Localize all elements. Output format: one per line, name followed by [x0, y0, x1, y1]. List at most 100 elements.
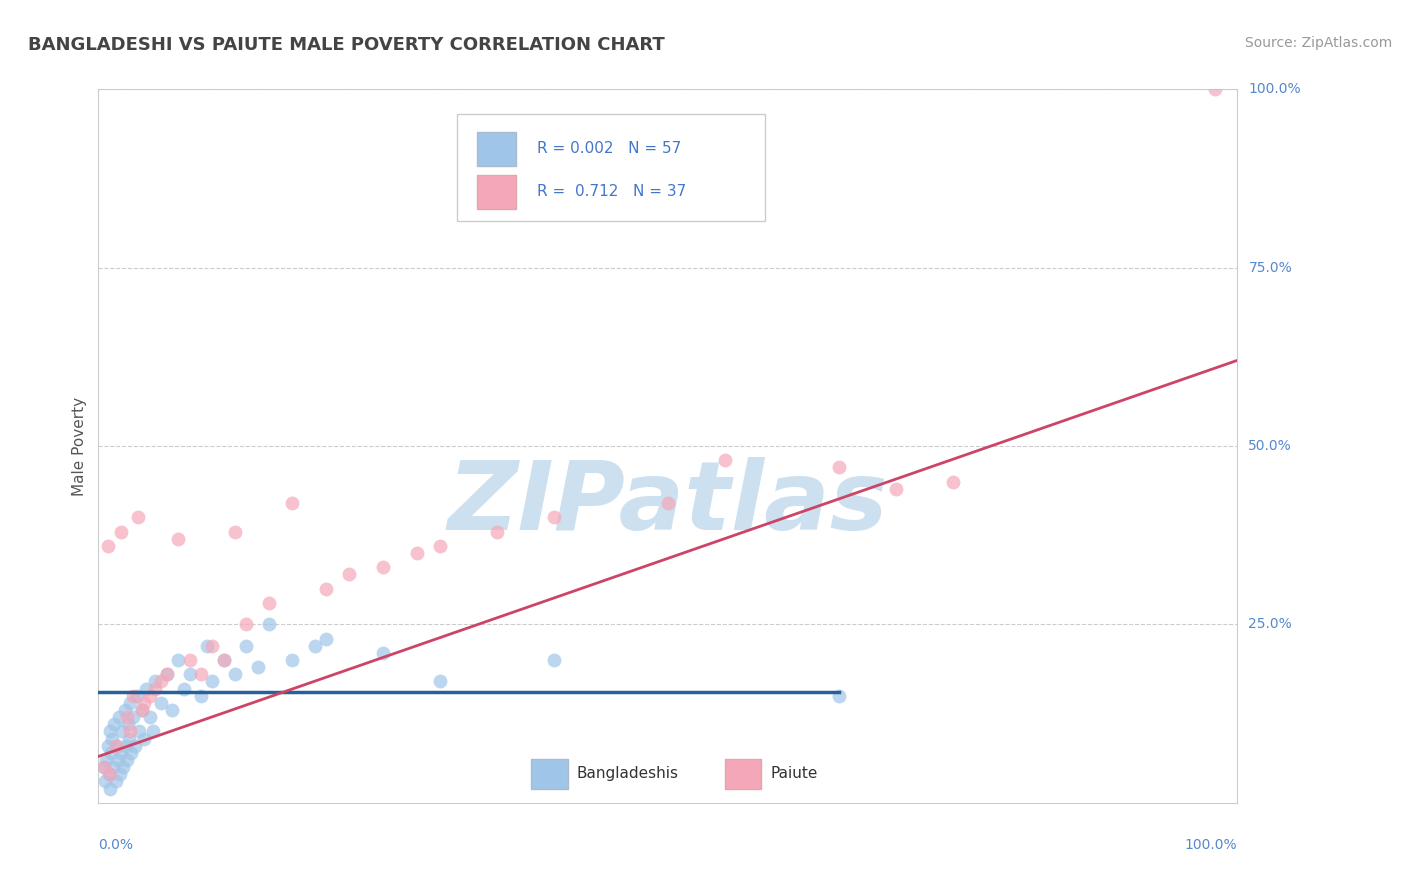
Point	[110, 746, 132, 760]
Point	[115, 710, 138, 724]
Point	[138, 710, 160, 724]
Point	[190, 689, 212, 703]
Point	[103, 760, 125, 774]
Point	[121, 689, 143, 703]
Point	[94, 774, 117, 789]
Point	[120, 724, 142, 739]
Point	[105, 739, 128, 753]
FancyBboxPatch shape	[457, 114, 765, 221]
Text: ZIPatlas: ZIPatlas	[447, 457, 889, 549]
Point	[162, 703, 184, 717]
Point	[101, 731, 124, 746]
Text: BANGLADESHI VS PAIUTE MALE POVERTY CORRELATION CHART: BANGLADESHI VS PAIUTE MALE POVERTY CORRE…	[28, 36, 665, 54]
Point	[371, 560, 394, 574]
Text: 25.0%: 25.0%	[1249, 617, 1292, 632]
Point	[246, 660, 269, 674]
Point	[167, 653, 190, 667]
Point	[145, 674, 167, 689]
Text: Paiute: Paiute	[770, 766, 818, 781]
Text: 75.0%: 75.0%	[1249, 260, 1292, 275]
Text: R =  0.712   N = 37: R = 0.712 N = 37	[537, 184, 686, 199]
Point	[179, 653, 201, 667]
Point	[98, 724, 121, 739]
Point	[98, 767, 121, 781]
Point	[179, 667, 201, 681]
Point	[543, 510, 565, 524]
Point	[543, 653, 565, 667]
Point	[828, 460, 851, 475]
Point	[156, 667, 179, 681]
Point	[118, 731, 141, 746]
Text: R = 0.002   N = 57: R = 0.002 N = 57	[537, 141, 681, 156]
Point	[132, 696, 155, 710]
Point	[942, 475, 965, 489]
Point	[235, 617, 257, 632]
Point	[224, 524, 246, 539]
Point	[117, 717, 139, 731]
Point	[135, 681, 157, 696]
Point	[127, 689, 149, 703]
Point	[145, 681, 167, 696]
Point	[259, 617, 281, 632]
Point	[337, 567, 360, 582]
Point	[1204, 82, 1226, 96]
Point	[104, 774, 127, 789]
Point	[828, 689, 851, 703]
Point	[259, 596, 281, 610]
Point	[111, 724, 134, 739]
Point	[142, 724, 165, 739]
Point	[112, 760, 135, 774]
Point	[93, 760, 115, 774]
Point	[100, 746, 122, 760]
Point	[167, 532, 190, 546]
Point	[124, 739, 146, 753]
Point	[93, 760, 115, 774]
Text: 100.0%: 100.0%	[1185, 838, 1237, 853]
Point	[150, 674, 173, 689]
Point	[657, 496, 679, 510]
Point	[212, 653, 235, 667]
Point	[315, 582, 337, 596]
Point	[201, 639, 224, 653]
Point	[115, 753, 138, 767]
Point	[132, 731, 155, 746]
Point	[96, 539, 118, 553]
Point	[406, 546, 429, 560]
Point	[281, 653, 304, 667]
Point	[104, 739, 127, 753]
Text: Source: ZipAtlas.com: Source: ZipAtlas.com	[1244, 36, 1392, 50]
Point	[120, 746, 142, 760]
Point	[304, 639, 326, 653]
Text: 100.0%: 100.0%	[1249, 82, 1301, 96]
Point	[714, 453, 737, 467]
Point	[114, 703, 136, 717]
Point	[486, 524, 509, 539]
Point	[96, 739, 118, 753]
Point	[98, 781, 121, 796]
Point	[120, 696, 142, 710]
Point	[315, 632, 337, 646]
FancyBboxPatch shape	[531, 758, 568, 789]
Point	[150, 696, 173, 710]
Text: 50.0%: 50.0%	[1249, 439, 1292, 453]
Point	[108, 710, 131, 724]
Point	[235, 639, 257, 653]
Point	[110, 524, 132, 539]
FancyBboxPatch shape	[477, 175, 516, 209]
FancyBboxPatch shape	[725, 758, 761, 789]
Point	[195, 639, 218, 653]
Point	[201, 674, 224, 689]
Point	[156, 667, 179, 681]
Point	[212, 653, 235, 667]
Text: Bangladeshis: Bangladeshis	[576, 766, 679, 781]
Point	[884, 482, 907, 496]
Point	[97, 767, 120, 781]
Point	[190, 667, 212, 681]
Text: 0.0%: 0.0%	[98, 838, 134, 853]
Point	[371, 646, 394, 660]
Point	[127, 510, 149, 524]
Point	[128, 724, 150, 739]
FancyBboxPatch shape	[477, 132, 516, 166]
Point	[131, 703, 153, 717]
Point	[107, 753, 129, 767]
